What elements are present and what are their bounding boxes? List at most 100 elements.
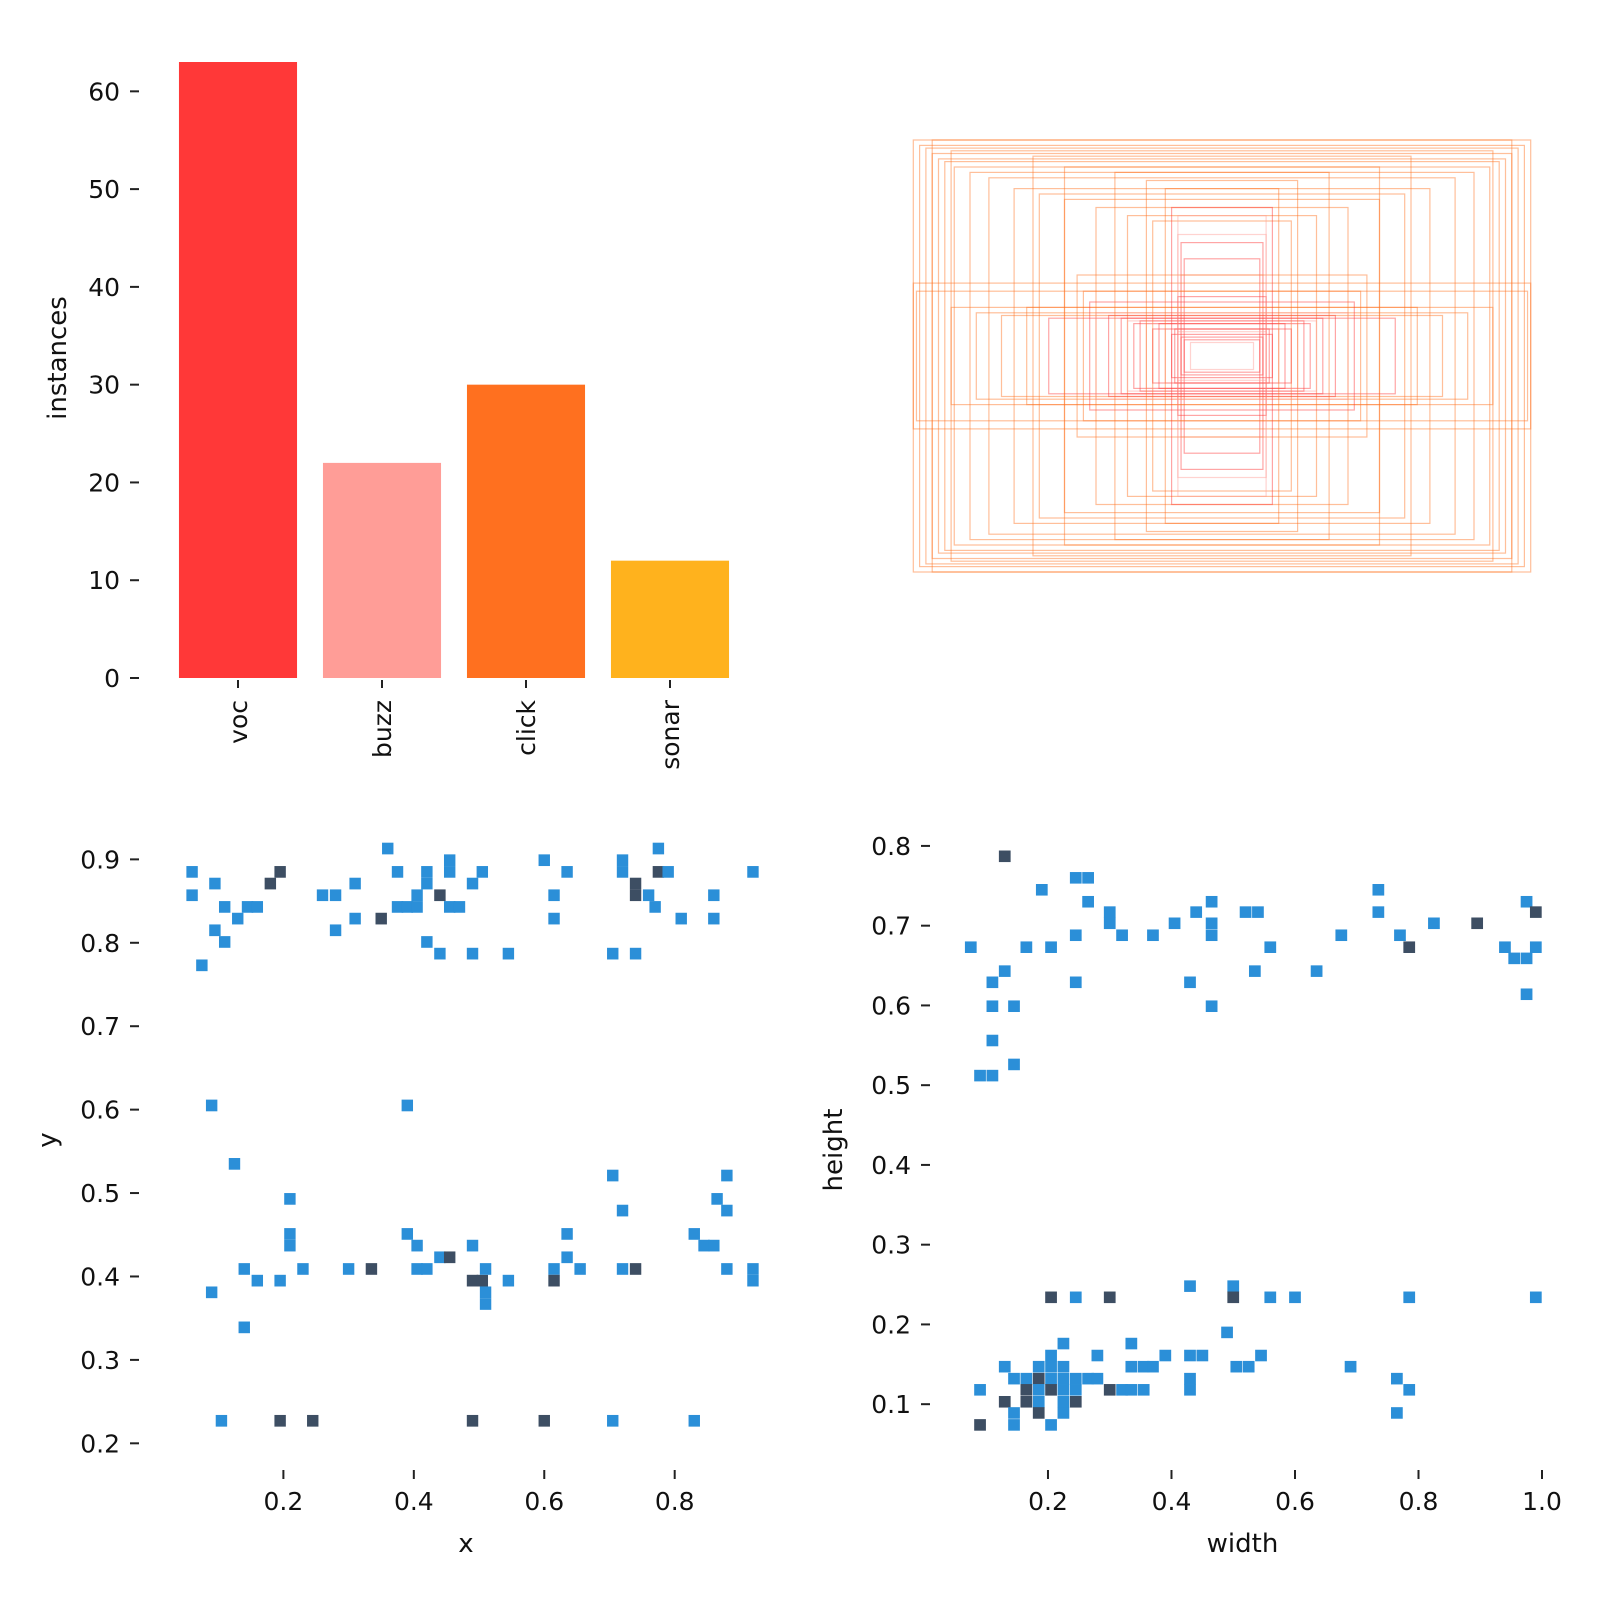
heatmap-cell: [1230, 1360, 1243, 1373]
heatmap-cell: [649, 901, 661, 913]
heatmap-cell: [391, 866, 404, 878]
label-box: [969, 171, 1475, 541]
heatmap-cell: [1529, 906, 1542, 918]
x-tick-label-click: click: [512, 699, 541, 755]
heatmap-cell: [316, 889, 329, 902]
heatmap-cell: [607, 947, 619, 960]
y-tick-label: 0.8: [871, 832, 911, 861]
heatmap-cell: [1116, 1384, 1128, 1396]
heatmap-cell: [1264, 1291, 1277, 1304]
heatmap-cell: [548, 1263, 560, 1275]
heatmap-cell: [1137, 1360, 1150, 1373]
heatmap-cell: [1103, 917, 1116, 930]
heatmap-cell: [1184, 1372, 1196, 1385]
heatmap-cell: [434, 947, 446, 960]
label-box: [953, 166, 1491, 546]
heatmap-cell: [329, 924, 342, 937]
heatmap-cell: [747, 866, 759, 878]
heatmap-cell: [1057, 1396, 1070, 1408]
label-box: [1158, 323, 1286, 390]
heatmap-cell: [205, 1099, 218, 1112]
heatmap-cell: [375, 912, 387, 925]
heatmap-cell: [1032, 1384, 1045, 1396]
heatmap-cell: [1248, 965, 1261, 977]
heatmap-cell: [349, 912, 361, 925]
heatmap-cell: [1035, 884, 1048, 896]
bounding-box-overlay: [912, 139, 1532, 573]
y-tick-label: 0.6: [871, 991, 911, 1020]
heatmap-cell: [1227, 1280, 1240, 1292]
x-tick-label: 0.2: [1028, 1487, 1068, 1516]
y-tick-label: 0.8: [80, 929, 120, 958]
label-box: [988, 177, 1456, 535]
heatmap-cell: [218, 901, 231, 913]
label-box: [937, 158, 1507, 554]
heatmap-cell: [349, 877, 361, 890]
heatmap-cell: [205, 1286, 218, 1299]
bar-sonar: [610, 560, 730, 678]
heatmap-cell: [251, 901, 264, 913]
heatmap-cell: [443, 854, 456, 867]
x-tick-label-sonar: sonar: [656, 699, 685, 769]
label-box: [1164, 328, 1280, 384]
heatmap-cell: [1147, 929, 1159, 942]
label-box: [1000, 314, 1444, 398]
heatmap-cell: [421, 877, 433, 890]
heatmap-cell: [1394, 929, 1406, 942]
heatmap-cell: [421, 936, 433, 948]
heatmap-cell: [548, 1274, 560, 1287]
heatmap-cell: [1082, 872, 1094, 884]
label-box: [931, 152, 1513, 560]
heatmap-cell: [284, 1193, 296, 1205]
heatmap-cell: [747, 1263, 759, 1275]
heatmap-cell: [1391, 1372, 1403, 1385]
label-box: [1180, 336, 1264, 376]
heatmap-cell: [1205, 917, 1218, 930]
x-axis-title: x: [458, 1529, 473, 1559]
heatmap-cell: [998, 1360, 1011, 1373]
heatmap-cell: [1159, 1349, 1172, 1362]
heatmap-cell: [1032, 1407, 1045, 1419]
heatmap-cell: [453, 901, 466, 913]
y-tick-label: 0.5: [80, 1179, 120, 1208]
y-tick-label: 0.7: [871, 912, 911, 941]
heatmap-cell: [466, 947, 479, 960]
heatmap-cell: [209, 877, 221, 890]
heatmap-cell: [466, 1414, 479, 1427]
heatmap-cell: [629, 889, 642, 902]
label-box: [1114, 171, 1330, 541]
heatmap-cell: [238, 1321, 250, 1334]
heatmap-cell: [1227, 1291, 1240, 1304]
heatmap-cell: [284, 1228, 296, 1240]
heatmap-cell: [574, 1263, 586, 1275]
heatmap-cell: [1057, 1360, 1070, 1373]
heatmap-cell: [1069, 1372, 1082, 1385]
x-tick-label: 0.8: [655, 1487, 695, 1516]
x-tick-label: 0.4: [394, 1487, 434, 1516]
heatmap-cell: [652, 842, 665, 855]
heatmap-cell: [1045, 941, 1057, 953]
heatmap-cell: [561, 866, 573, 878]
x-axis-title: width: [1207, 1529, 1279, 1559]
heatmap-cell: [998, 850, 1011, 863]
label-box: [931, 139, 1513, 573]
heatmap-cell: [1255, 1349, 1267, 1362]
heatmap-cell: [186, 866, 198, 878]
heatmap-cell: [548, 912, 560, 925]
bar-buzz: [322, 462, 442, 678]
heatmap-cell: [1168, 917, 1181, 930]
heatmap-cell: [401, 901, 414, 913]
heatmap-cell: [1020, 1372, 1033, 1385]
y-axis-title: instances: [43, 296, 73, 420]
heatmap-cell: [1032, 1396, 1045, 1408]
label-box: [1180, 242, 1264, 471]
label-box: [1177, 233, 1267, 479]
heatmap-cell: [642, 889, 655, 902]
y-tick-label: 0.2: [80, 1429, 120, 1458]
heatmap-cell: [307, 1414, 319, 1427]
heatmap-cell: [1471, 917, 1484, 930]
heatmap-cell: [1190, 906, 1203, 918]
heatmap-cell: [1103, 1291, 1116, 1304]
